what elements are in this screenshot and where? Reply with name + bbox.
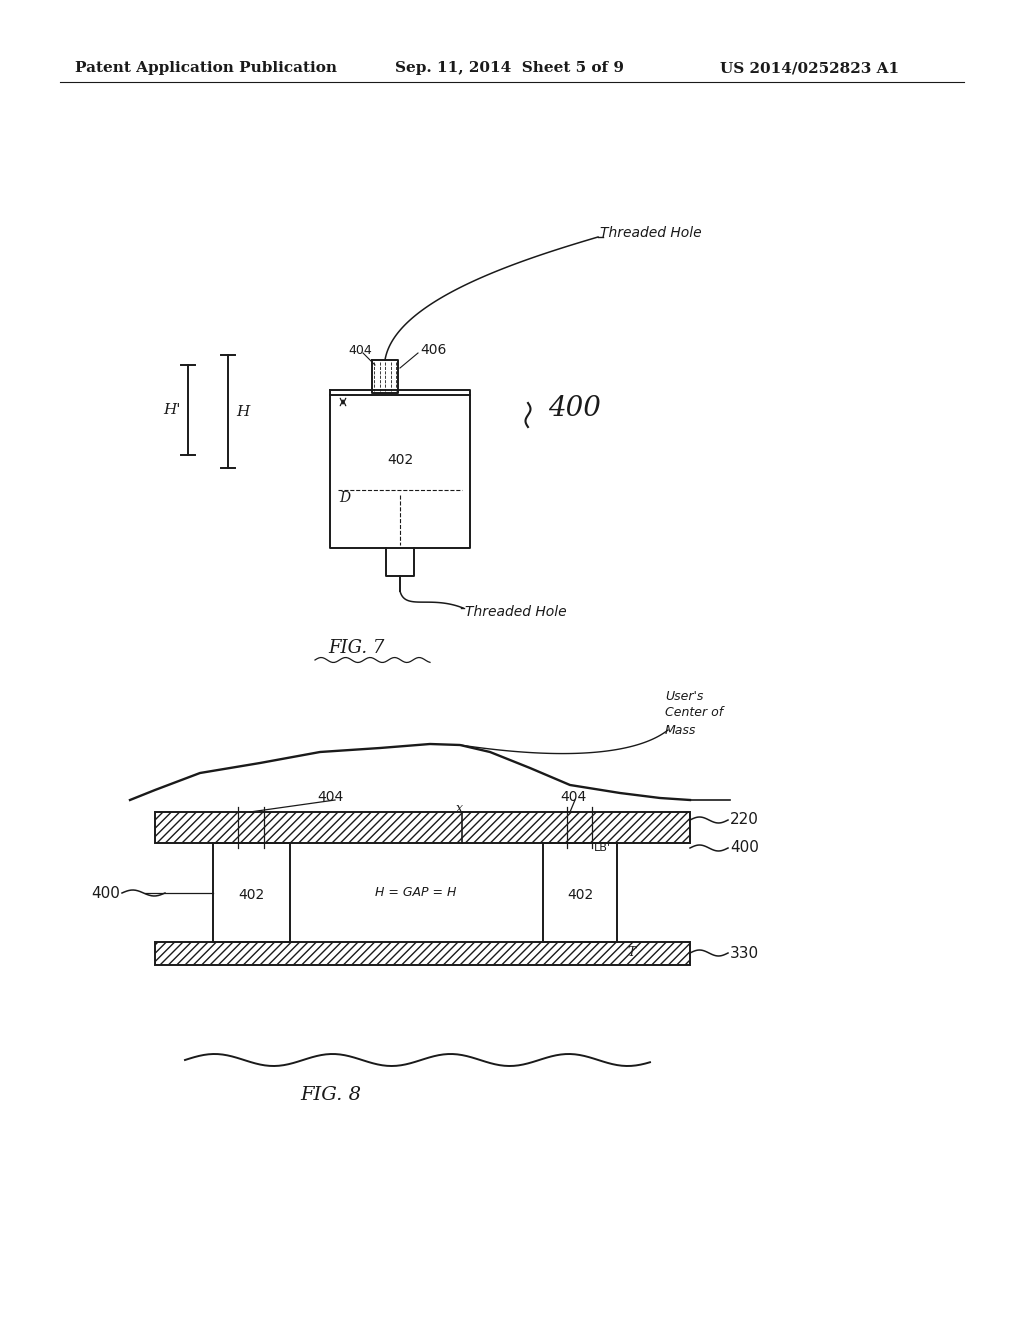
Text: 404: 404 <box>316 789 343 804</box>
Text: FIG. 7: FIG. 7 <box>328 639 384 657</box>
Text: 406: 406 <box>420 343 446 356</box>
Text: LB': LB' <box>594 843 610 853</box>
Text: H': H' <box>163 403 181 417</box>
Text: T: T <box>627 946 635 960</box>
Text: 400: 400 <box>91 886 120 900</box>
Text: Threaded Hole: Threaded Hole <box>465 605 566 619</box>
Text: Sep. 11, 2014  Sheet 5 of 9: Sep. 11, 2014 Sheet 5 of 9 <box>395 61 624 75</box>
Text: 330: 330 <box>730 945 759 961</box>
Text: 220: 220 <box>730 813 759 828</box>
Text: Patent Application Publication: Patent Application Publication <box>75 61 337 75</box>
Bar <box>155 812 690 843</box>
Text: 404: 404 <box>560 789 586 804</box>
Text: 400: 400 <box>730 841 759 855</box>
Text: 400: 400 <box>548 395 601 421</box>
Text: 404: 404 <box>348 343 372 356</box>
Text: 402: 402 <box>567 888 593 902</box>
Text: 402: 402 <box>387 453 413 467</box>
Text: D: D <box>339 491 350 506</box>
Text: H: H <box>237 405 250 418</box>
Text: User's
Center of
Mass: User's Center of Mass <box>665 689 723 737</box>
Bar <box>155 942 690 965</box>
Text: US 2014/0252823 A1: US 2014/0252823 A1 <box>720 61 899 75</box>
Text: x: x <box>456 801 463 814</box>
Text: 402: 402 <box>238 888 264 902</box>
Text: FIG. 8: FIG. 8 <box>300 1086 361 1104</box>
Text: H = GAP = H: H = GAP = H <box>376 887 457 899</box>
Text: Threaded Hole: Threaded Hole <box>600 226 701 240</box>
